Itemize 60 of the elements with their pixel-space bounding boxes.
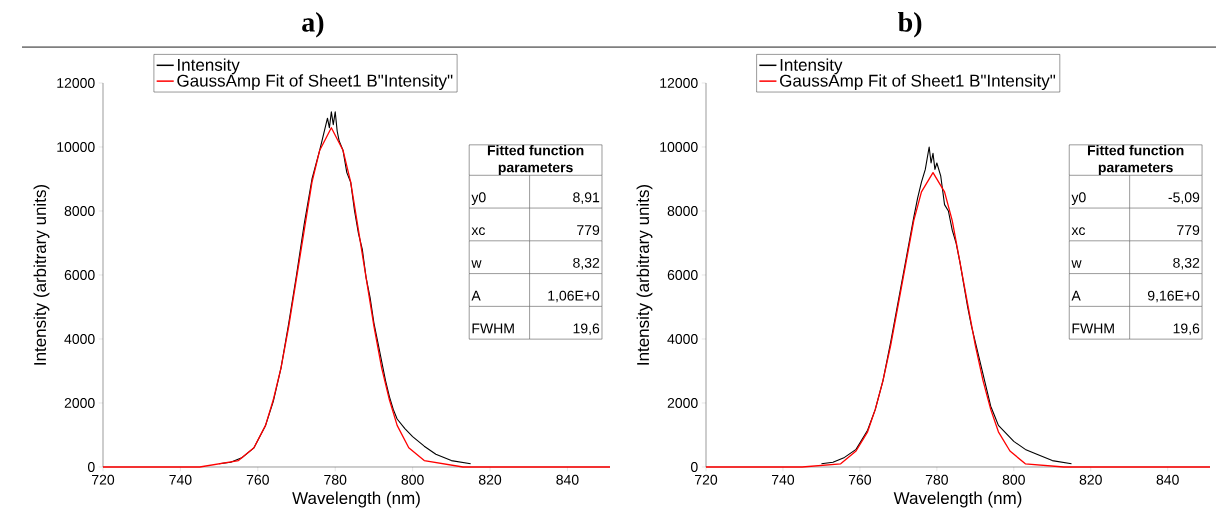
x-axis-title: Wavelength (nm)	[893, 491, 1022, 508]
legend-label: Intensity	[178, 58, 240, 75]
x-tick-label: 800	[401, 474, 424, 485]
x-tick-label: 780	[925, 474, 948, 485]
x-tick-label: 840	[556, 474, 579, 485]
annotation: w	[1071, 260, 1082, 268]
annotation: A	[471, 290, 481, 301]
y-tick-label: 6000	[667, 270, 698, 280]
y-tick-label: 12000	[660, 78, 698, 88]
y-tick-label: 8000	[667, 206, 698, 216]
x-tick-label: 720	[92, 474, 115, 485]
annotation: 9,16E+0	[1147, 290, 1200, 303]
y-tick-label: 0	[690, 462, 698, 472]
x-tick-label: 760	[246, 474, 269, 485]
x-tick-label: 780	[324, 474, 347, 485]
annotation: y0	[471, 192, 486, 206]
y-tick-label: 4000	[64, 334, 95, 344]
x-tick-label: 740	[169, 474, 192, 485]
annotation: 19,6	[1173, 323, 1200, 335]
y-tick-label: 2000	[667, 398, 698, 408]
annotation: 8,91	[573, 192, 600, 204]
legend-label: GaussAmp Fit of Sheet1 B"Intensity"	[177, 74, 453, 91]
annotation: -5,09	[1168, 192, 1200, 204]
y-tick-label: 10000	[660, 142, 698, 152]
legend-label: Intensity	[780, 58, 843, 75]
annotation: A	[1071, 290, 1081, 301]
y-tick-label: 10000	[57, 142, 95, 152]
annotation: y0	[1071, 192, 1086, 206]
annotation: w	[471, 260, 482, 268]
annotation: 19,6	[573, 323, 600, 335]
annotation: 8,32	[573, 257, 600, 270]
y-tick-label: 2000	[64, 398, 95, 408]
annotation: Fitted function parameters	[1087, 145, 1184, 176]
x-tick-label: 840	[1156, 474, 1179, 485]
x-axis-title: Wavelength (nm)	[292, 491, 420, 508]
x-tick-label: 820	[478, 474, 502, 485]
x-tick-label: 720	[695, 474, 718, 485]
y-tick-label: 0	[87, 462, 95, 472]
annotation: xc	[471, 227, 486, 236]
y-tick-label: 12000	[57, 78, 95, 88]
annotation: 1,06E+0	[548, 290, 600, 303]
annotation: 779	[1177, 225, 1200, 236]
annotation: 779	[577, 225, 600, 236]
chart-title: a)	[302, 12, 324, 38]
y-axis-title: Intensity (arbitrary units)	[33, 184, 50, 365]
y-tick-label: 6000	[64, 270, 95, 280]
annotation: FWHM	[1072, 323, 1114, 334]
chart-title: b)	[898, 12, 922, 38]
y-tick-label: 4000	[667, 334, 698, 344]
x-tick-label: 760	[848, 474, 872, 485]
x-tick-label: 740	[772, 474, 795, 485]
annotation: FWHM	[472, 323, 514, 334]
x-tick-label: 820	[1079, 474, 1102, 485]
annotation: 8,32	[1173, 257, 1200, 270]
annotation: Fitted function parameters	[487, 145, 584, 176]
x-tick-label: 800	[1002, 474, 1025, 485]
annotation: xc	[1071, 227, 1086, 236]
y-tick-label: 8000	[64, 206, 95, 216]
legend-label: GaussAmp Fit of Sheet1 B"Intensity"	[780, 74, 1056, 91]
y-axis-title: Intensity (arbitrary units)	[636, 184, 653, 365]
